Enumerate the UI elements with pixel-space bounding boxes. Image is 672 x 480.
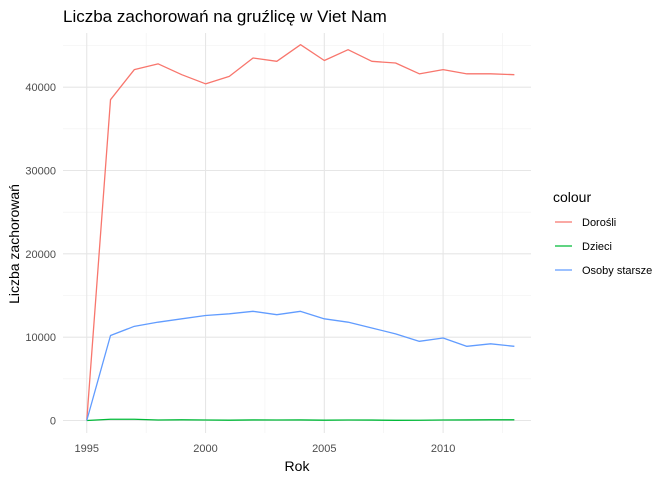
series-line bbox=[86, 310, 515, 421]
series-lines bbox=[86, 44, 515, 422]
y-tick-label: 10000 bbox=[25, 332, 56, 344]
x-axis-title: Rok bbox=[285, 458, 311, 474]
y-tick-label: 30000 bbox=[25, 166, 56, 178]
y-tick-label: 0 bbox=[50, 416, 56, 428]
x-tick-label: 2010 bbox=[431, 443, 455, 455]
y-tick-label: 20000 bbox=[25, 249, 56, 261]
legend-label: Dorośli bbox=[582, 217, 616, 229]
y-tick-label: 40000 bbox=[25, 82, 56, 94]
x-tick-label: 2005 bbox=[312, 443, 336, 455]
y-axis-title: Liczba zachorowań bbox=[6, 184, 22, 304]
legend-label: Osoby starsze bbox=[582, 265, 652, 277]
x-axis-tick-labels: 1995 2000 2005 2010 bbox=[75, 443, 456, 455]
series-line bbox=[86, 418, 515, 422]
legend-items: Dorośli Dzieci Osoby starsze bbox=[555, 217, 652, 277]
legend-label: Dzieci bbox=[582, 241, 612, 253]
series-line bbox=[86, 44, 515, 421]
legend-title: colour bbox=[553, 189, 591, 205]
x-tick-label: 2000 bbox=[193, 443, 217, 455]
legend: colour Dorośli Dzieci Osoby starsze bbox=[553, 189, 652, 277]
y-axis-tick-labels: 0 10000 20000 30000 40000 bbox=[25, 82, 56, 427]
x-tick-label: 1995 bbox=[75, 443, 99, 455]
chart-title: Liczba zachorowań na gruźlicę w Viet Nam bbox=[63, 7, 387, 26]
minor-gridlines bbox=[63, 33, 531, 433]
